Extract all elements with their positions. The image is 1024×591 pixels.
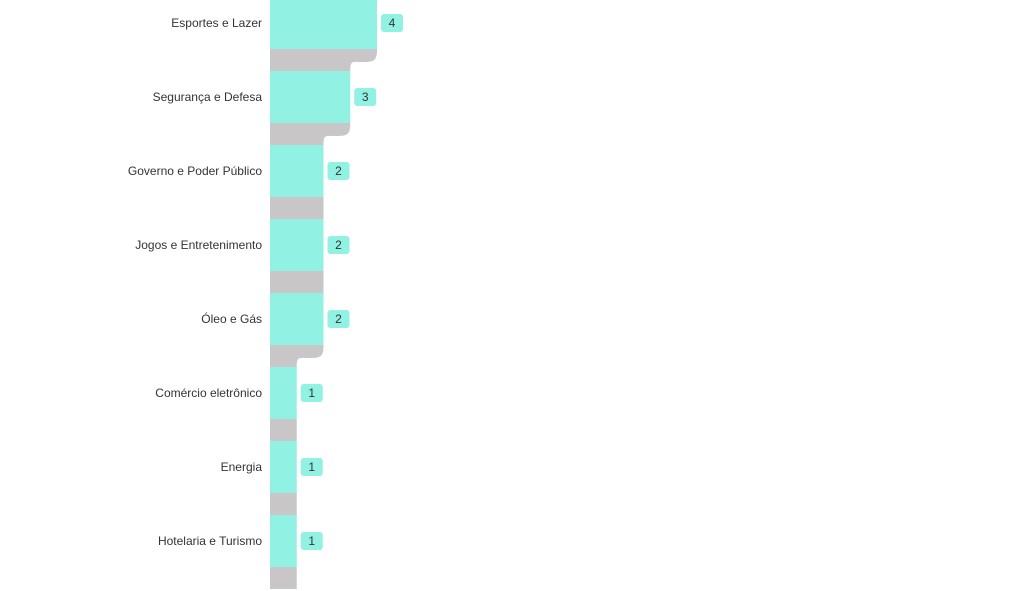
value-badge — [300, 384, 323, 402]
value-label: 2 — [335, 312, 342, 326]
funnel-bar[interactable] — [270, 219, 324, 271]
category-label-group: Esportes e Lazer Segurança e Defesa Govern… — [128, 16, 262, 548]
category-label: Hotelaria e Turismo — [158, 534, 262, 548]
value-badge — [300, 458, 323, 476]
funnel-bar[interactable] — [270, 293, 324, 345]
funnel-bar[interactable] — [270, 441, 297, 493]
value-label: 1 — [308, 534, 315, 548]
bar-group — [270, 0, 377, 567]
funnel-connector — [270, 493, 297, 515]
value-badge — [327, 162, 350, 180]
category-label: Jogos e Entretenimento — [135, 238, 262, 252]
value-badge — [300, 532, 323, 550]
funnel-connector — [270, 123, 351, 145]
funnel-connector — [270, 271, 324, 293]
value-label: 3 — [362, 90, 369, 104]
funnel-connector — [270, 345, 324, 367]
funnel-connector — [270, 49, 377, 71]
funnel-bar[interactable] — [270, 145, 324, 197]
category-label: Energia — [221, 460, 263, 474]
funnel-bar[interactable] — [270, 71, 351, 123]
value-label: 4 — [389, 16, 396, 30]
funnel-bar[interactable] — [270, 367, 297, 419]
funnel-bar[interactable] — [270, 0, 377, 49]
value-label: 1 — [308, 460, 315, 474]
funnel-connector — [270, 419, 297, 441]
funnel-connector — [270, 197, 324, 219]
value-badge — [327, 236, 350, 254]
connector-group — [270, 49, 377, 589]
category-label: Óleo e Gás — [201, 311, 262, 326]
value-label-group: 4 3 2 2 2 1 1 1 — [300, 14, 403, 550]
funnel-bar[interactable] — [270, 515, 297, 567]
category-label: Segurança e Defesa — [153, 90, 263, 104]
category-label: Governo e Poder Público — [128, 164, 262, 178]
value-badge — [327, 310, 350, 328]
value-label: 2 — [335, 164, 342, 178]
category-label: Esportes e Lazer — [171, 16, 262, 30]
funnel-connector — [270, 567, 297, 589]
category-label: Comércio eletrônico — [155, 386, 262, 400]
value-label: 1 — [308, 386, 315, 400]
value-label: 2 — [335, 238, 342, 252]
value-badge — [381, 14, 403, 32]
value-badge — [354, 88, 377, 106]
